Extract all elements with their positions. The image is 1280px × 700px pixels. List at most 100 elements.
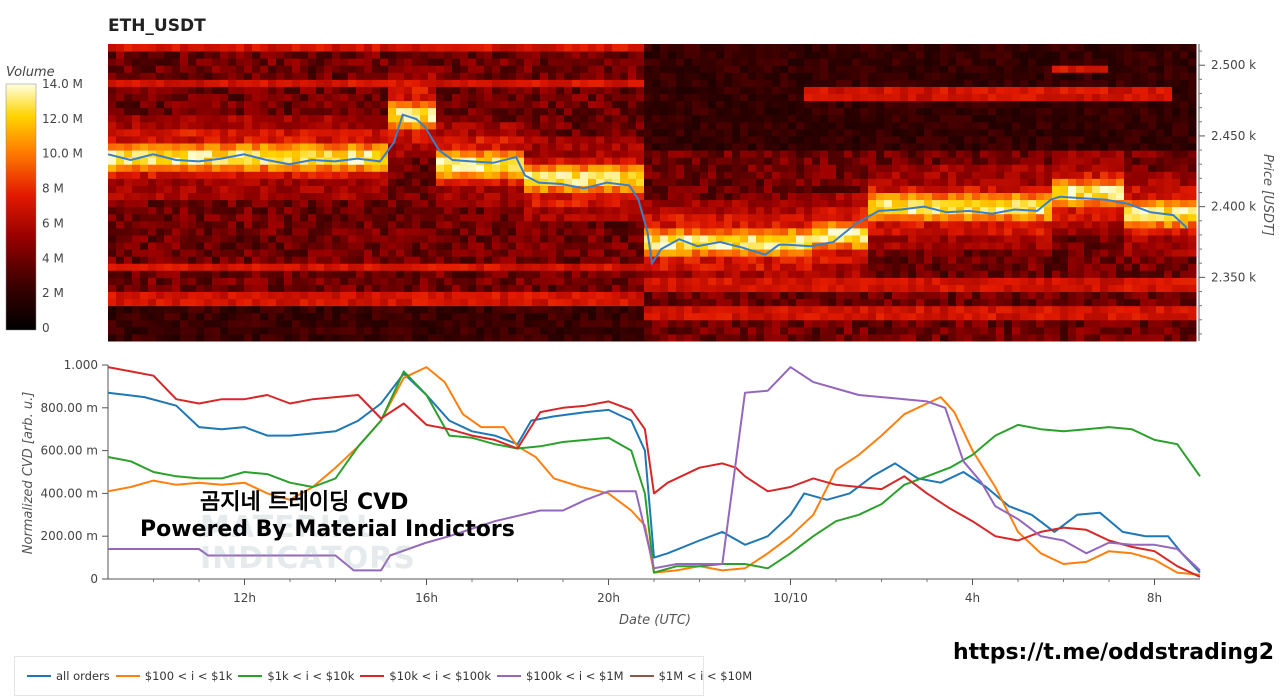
heatmap-cell — [844, 150, 853, 158]
heatmap-cell — [380, 178, 389, 186]
heatmap-cell — [284, 121, 293, 130]
heatmap-cell — [964, 157, 973, 165]
heatmap-cell — [572, 270, 581, 278]
heatmap-cell — [644, 51, 653, 59]
heatmap-cell — [620, 79, 629, 87]
heatmap-cell — [668, 51, 677, 59]
heatmap-cell — [1004, 192, 1013, 201]
heatmap-cell — [732, 164, 741, 172]
heatmap-cell — [948, 178, 957, 186]
heatmap-cell — [916, 178, 925, 186]
heatmap-cell — [292, 178, 301, 186]
heatmap-cell — [372, 256, 381, 264]
heatmap-cell — [980, 93, 989, 102]
heatmap-cell — [412, 72, 421, 80]
heatmap-cell — [924, 157, 933, 165]
heatmap-cell — [324, 213, 333, 222]
heatmap-cell — [876, 143, 885, 151]
heatmap-cell — [820, 44, 829, 52]
heatmap-cell — [356, 312, 365, 321]
heatmap-cell — [548, 171, 557, 179]
heatmap-cell — [340, 277, 349, 285]
heatmap-cell — [188, 206, 197, 215]
heatmap-cell — [772, 114, 781, 123]
heatmap-cell — [236, 305, 245, 314]
heatmap-cell — [324, 171, 333, 179]
heatmap-cell — [476, 220, 485, 229]
heatmap-cell — [580, 199, 589, 208]
heatmap-cell — [404, 249, 413, 257]
heatmap-cell — [884, 185, 893, 193]
heatmap-cell — [1012, 86, 1021, 94]
heatmap-cell — [180, 270, 189, 278]
heatmap-cell — [500, 206, 509, 215]
heatmap-cell — [1044, 44, 1053, 52]
heatmap-cell — [196, 206, 205, 215]
heatmap-cell — [172, 171, 181, 179]
heatmap-cell — [940, 121, 949, 130]
heatmap-cell — [732, 44, 741, 52]
heatmap-cell — [676, 171, 685, 179]
heatmap-cell — [612, 164, 621, 172]
heatmap-cell — [1036, 326, 1045, 335]
heatmap-cell — [892, 242, 901, 250]
heatmap-cell — [828, 312, 837, 321]
heatmap-cell — [908, 263, 917, 271]
heatmap-cell — [420, 65, 429, 73]
heatmap-cell — [772, 143, 781, 151]
heatmap-cell — [804, 100, 813, 109]
heatmap-cell — [668, 164, 677, 172]
heatmap-cell — [892, 135, 901, 144]
heatmap-cell — [988, 114, 997, 123]
heatmap-cell — [812, 284, 821, 292]
heatmap-cell — [300, 121, 309, 130]
heatmap-cell — [252, 249, 261, 257]
heatmap-cell — [892, 213, 901, 222]
heatmap-cell — [924, 93, 933, 102]
heatmap-cell — [772, 199, 781, 208]
heatmap-cell — [612, 291, 621, 300]
heatmap-cell — [908, 227, 917, 236]
heatmap-cell — [780, 234, 789, 243]
heatmap-cell — [772, 128, 781, 137]
heatmap-cell — [644, 298, 653, 307]
heatmap-cell — [364, 319, 373, 328]
heatmap-cell — [892, 298, 901, 307]
heatmap-cell — [444, 263, 453, 271]
heatmap-cell — [444, 86, 453, 94]
heatmap-cell — [852, 263, 861, 271]
heatmap-cell — [420, 100, 429, 109]
heatmap-cell — [732, 128, 741, 137]
heatmap-cell — [244, 291, 253, 300]
heatmap-cell — [860, 199, 869, 208]
heatmap-cell — [908, 305, 917, 314]
heatmap-cell — [508, 51, 517, 59]
heatmap-cell — [980, 100, 989, 109]
heatmap-cell — [348, 58, 357, 66]
heatmap-cell — [356, 157, 365, 165]
heatmap-cell — [828, 319, 837, 328]
heatmap-cell — [676, 220, 685, 229]
heatmap-cell — [644, 121, 653, 130]
heatmap-cell — [668, 227, 677, 236]
heatmap-cell — [996, 249, 1005, 257]
heatmap-cell — [276, 199, 285, 208]
heatmap-cell — [324, 128, 333, 137]
heatmap-cell — [652, 333, 661, 342]
heatmap-cell — [940, 86, 949, 94]
heatmap-cell — [508, 284, 517, 292]
heatmap-cell — [956, 256, 965, 264]
heatmap-cell — [940, 319, 949, 328]
heatmap-cell — [1036, 333, 1045, 342]
heatmap-cell — [1036, 206, 1045, 215]
heatmap-cell — [356, 291, 365, 300]
heatmap-cell — [508, 277, 517, 285]
heatmap-cell — [684, 72, 693, 80]
heatmap-cell — [284, 86, 293, 94]
heatmap-cell — [932, 143, 941, 151]
heatmap-cell — [596, 79, 605, 87]
heatmap-cell — [1020, 107, 1029, 116]
heatmap-cell — [548, 199, 557, 208]
heatmap-cell — [324, 79, 333, 87]
heatmap-cell — [1028, 270, 1037, 278]
